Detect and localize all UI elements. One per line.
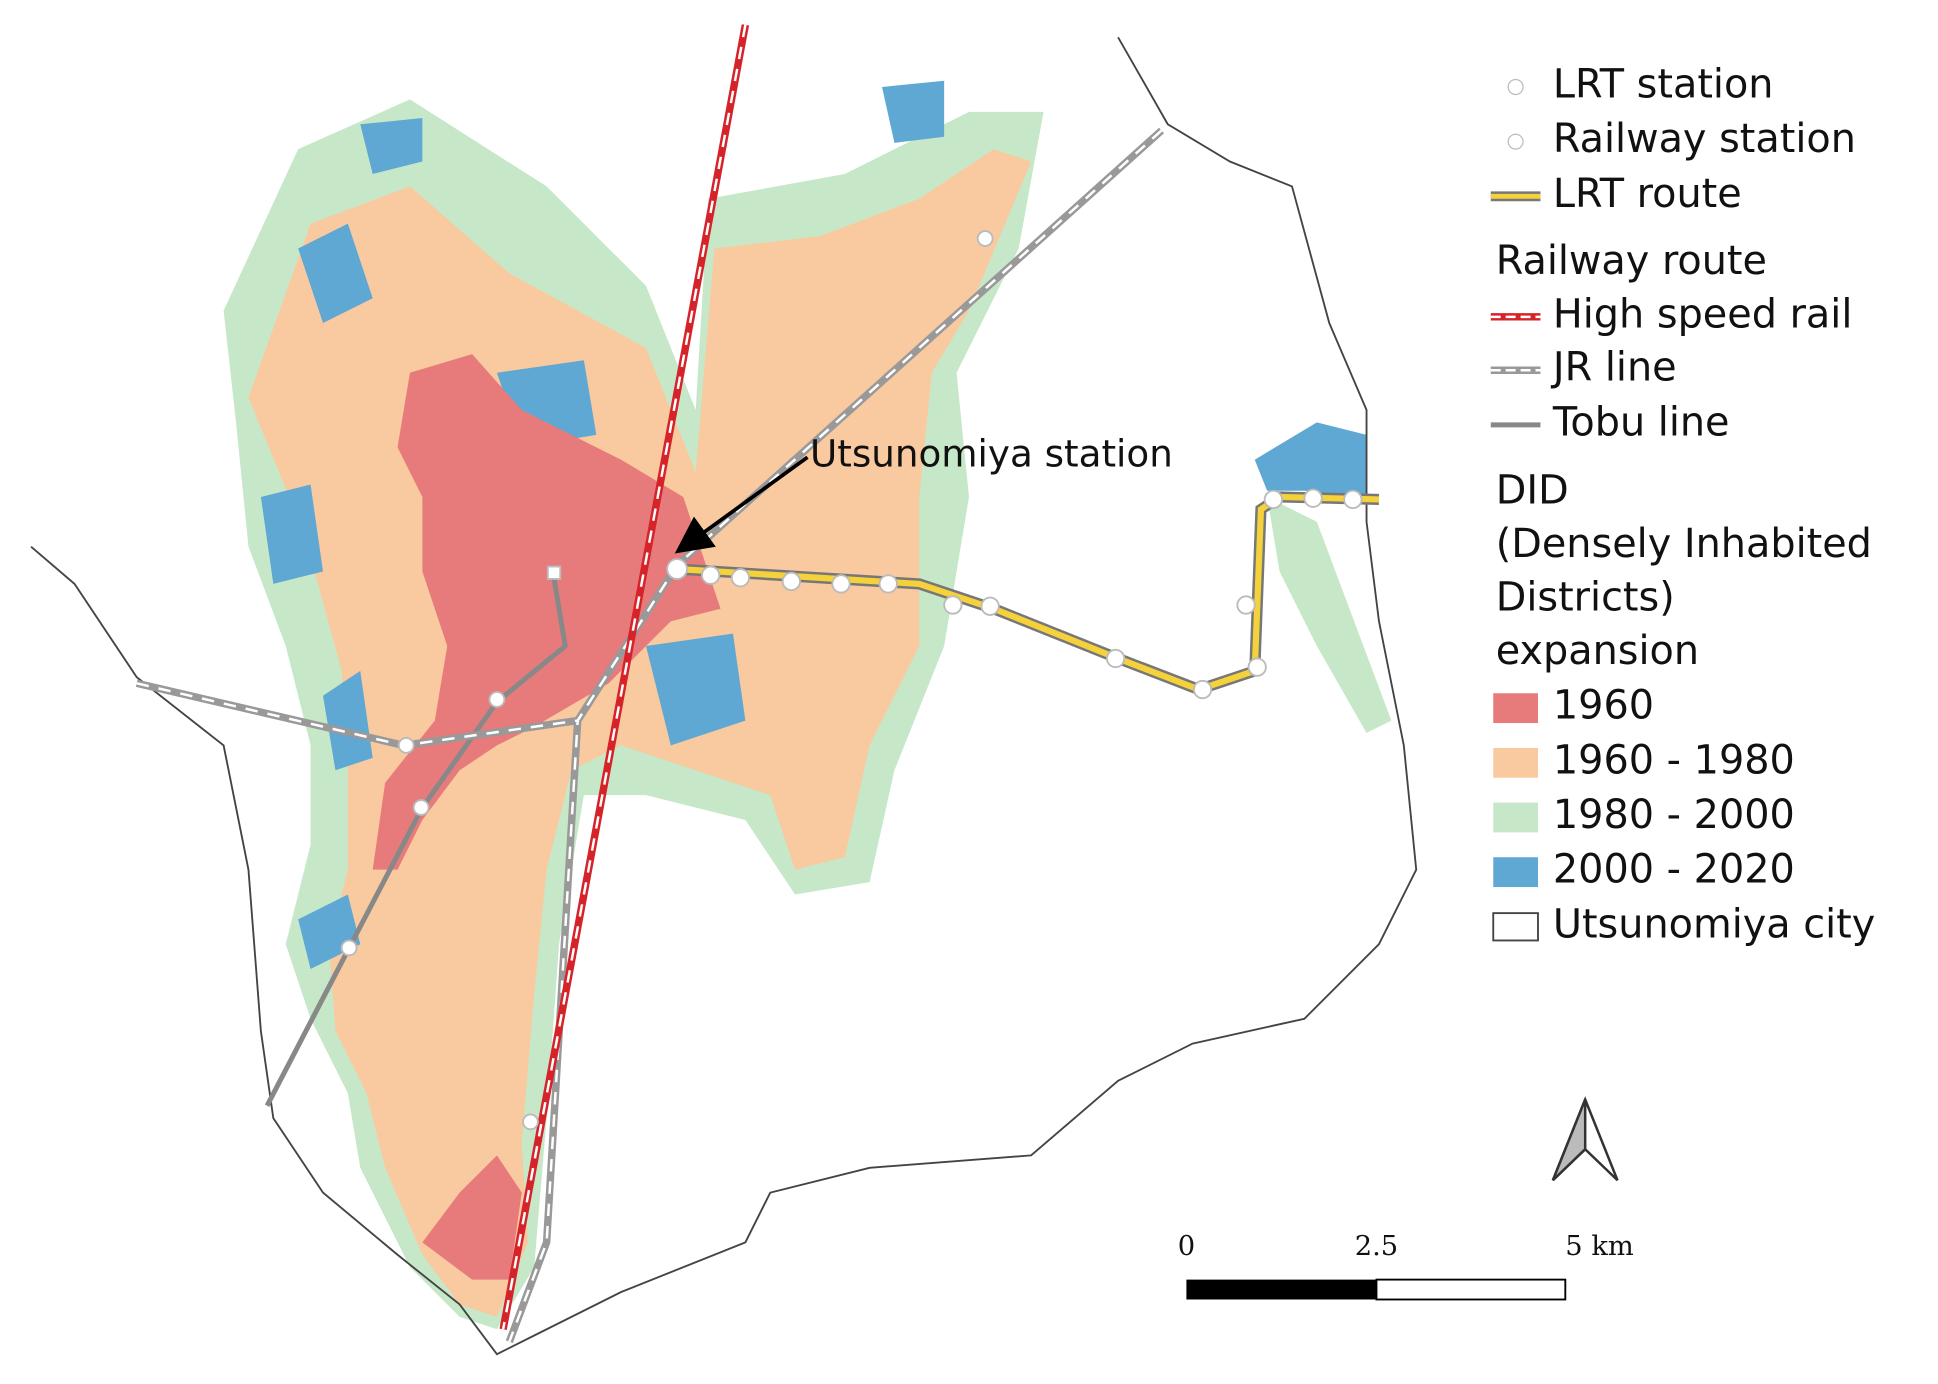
legend-heading: expansion	[1496, 628, 1699, 674]
legend-label: High speed rail	[1553, 291, 1853, 337]
legend: LRT station Railway station LRT route Ra…	[1490, 61, 1875, 947]
legend-swatch	[1493, 693, 1538, 724]
legend-label: Railway station	[1553, 116, 1856, 162]
legend-heading: (Densely Inhabited	[1496, 521, 1872, 567]
legend-heading: DID	[1496, 468, 1569, 514]
tobu-line	[264, 571, 568, 1107]
legend-label: 1960	[1553, 683, 1654, 729]
legend-label: Tobu line	[1552, 399, 1730, 445]
annotation-arrow	[674, 455, 809, 554]
did-areas	[223, 80, 1392, 1330]
legend-heading: Districts)	[1496, 575, 1675, 621]
did-1980-2000	[1267, 496, 1392, 733]
legend-swatch	[1493, 802, 1538, 833]
did-1960	[372, 354, 721, 1280]
legend-heading: Railway route	[1496, 238, 1767, 284]
scale-label: 5 km	[1565, 1231, 1634, 1262]
legend-swatch	[1493, 857, 1538, 888]
legend-label: LRT route	[1553, 171, 1742, 217]
high-speed-rail-inner	[501, 24, 747, 1330]
scale-bar: 0 2.5 5 km	[1178, 1231, 1634, 1301]
scale-label: 0	[1178, 1231, 1195, 1262]
city-boundary	[30, 36, 1418, 1356]
legend-label: LRT station	[1553, 61, 1774, 107]
stations	[340, 230, 1363, 1131]
scale-label: 2.5	[1355, 1231, 1398, 1262]
annotation: Utsunomiya station	[810, 431, 1173, 475]
legend-label: 2000 - 2020	[1553, 847, 1795, 893]
north-arrow	[1551, 1096, 1619, 1182]
legend-label: Utsunomiya city	[1553, 901, 1875, 947]
legend-label: 1980 - 2000	[1553, 792, 1795, 838]
legend-label: JR line	[1550, 345, 1677, 391]
legend-label: 1960 - 1980	[1553, 737, 1795, 783]
legend-swatch	[1493, 747, 1538, 778]
